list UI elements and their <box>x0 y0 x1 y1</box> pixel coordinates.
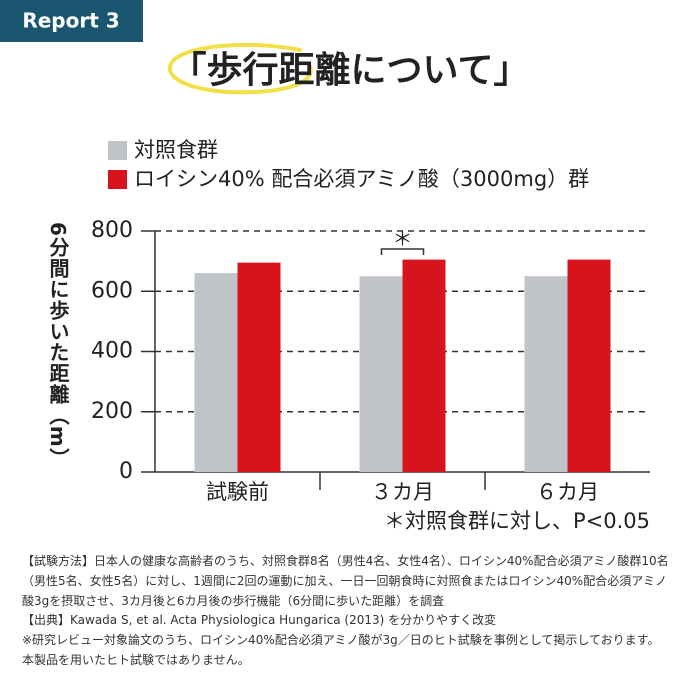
note-line: 【試験方法】日本人の健康な高齢者のうち、対照食群8名（男性4名、女性4名）、ロイ… <box>22 554 669 568</box>
y-axis-label: 6分間に歩いた距離（m） <box>46 222 70 469</box>
notes: 【試験方法】日本人の健康な高齢者のうち、対照食群8名（男性4名、女性4名）、ロイ… <box>22 552 692 671</box>
legend-label: ロイシン40% 配合必須アミノ酸（3000mg）群 <box>134 167 589 191</box>
y-tick-label: 600 <box>91 278 133 303</box>
bar <box>194 273 238 472</box>
legend-swatch <box>108 141 127 160</box>
badge: Report 3 <box>22 9 119 33</box>
legend-swatch <box>108 170 127 189</box>
bar <box>567 259 611 472</box>
x-tick-label: ３カ月 <box>371 480 434 504</box>
significance-bracket <box>380 248 425 255</box>
y-tick-label: 400 <box>91 339 133 364</box>
highlight-swoosh <box>167 42 313 95</box>
note-line: （男性5名、女性5名）に対し、1週間に2回の運動に加え、一日一回朝食時に対照食ま… <box>22 573 667 588</box>
bar <box>237 262 281 472</box>
bar <box>359 276 403 472</box>
annotation: ＊対照食群に対し、P<0.05 <box>384 509 650 533</box>
y-tick-label: 200 <box>91 399 133 424</box>
y-tick-label: 800 <box>91 218 133 243</box>
x-tick-label: ６カ月 <box>536 480 599 504</box>
note-line: 酸3gを摂取させ、3カ月後と6カ月後の歩行機能（6分間に歩いた距離）を調査 <box>22 593 445 608</box>
note-line: ※研究レビュー対象論文のうち、ロイシン40%配合必須アミノ酸が3g／日のヒト試験… <box>22 633 660 648</box>
x-tick-label: 試験前 <box>206 480 269 504</box>
title: 「歩行距離について」 <box>171 50 530 91</box>
legend-label: 対照食群 <box>134 138 218 162</box>
note-line: 本製品を用いたヒト試験ではありません。 <box>22 652 250 667</box>
note-line: 【出典】Kawada S, et al. Acta Physiologica H… <box>22 613 497 628</box>
y-tick-label: 0 <box>119 459 133 484</box>
bar <box>402 259 446 472</box>
bar <box>524 276 568 472</box>
significance-mark: ＊ <box>393 227 413 251</box>
badge-bg <box>0 0 143 42</box>
